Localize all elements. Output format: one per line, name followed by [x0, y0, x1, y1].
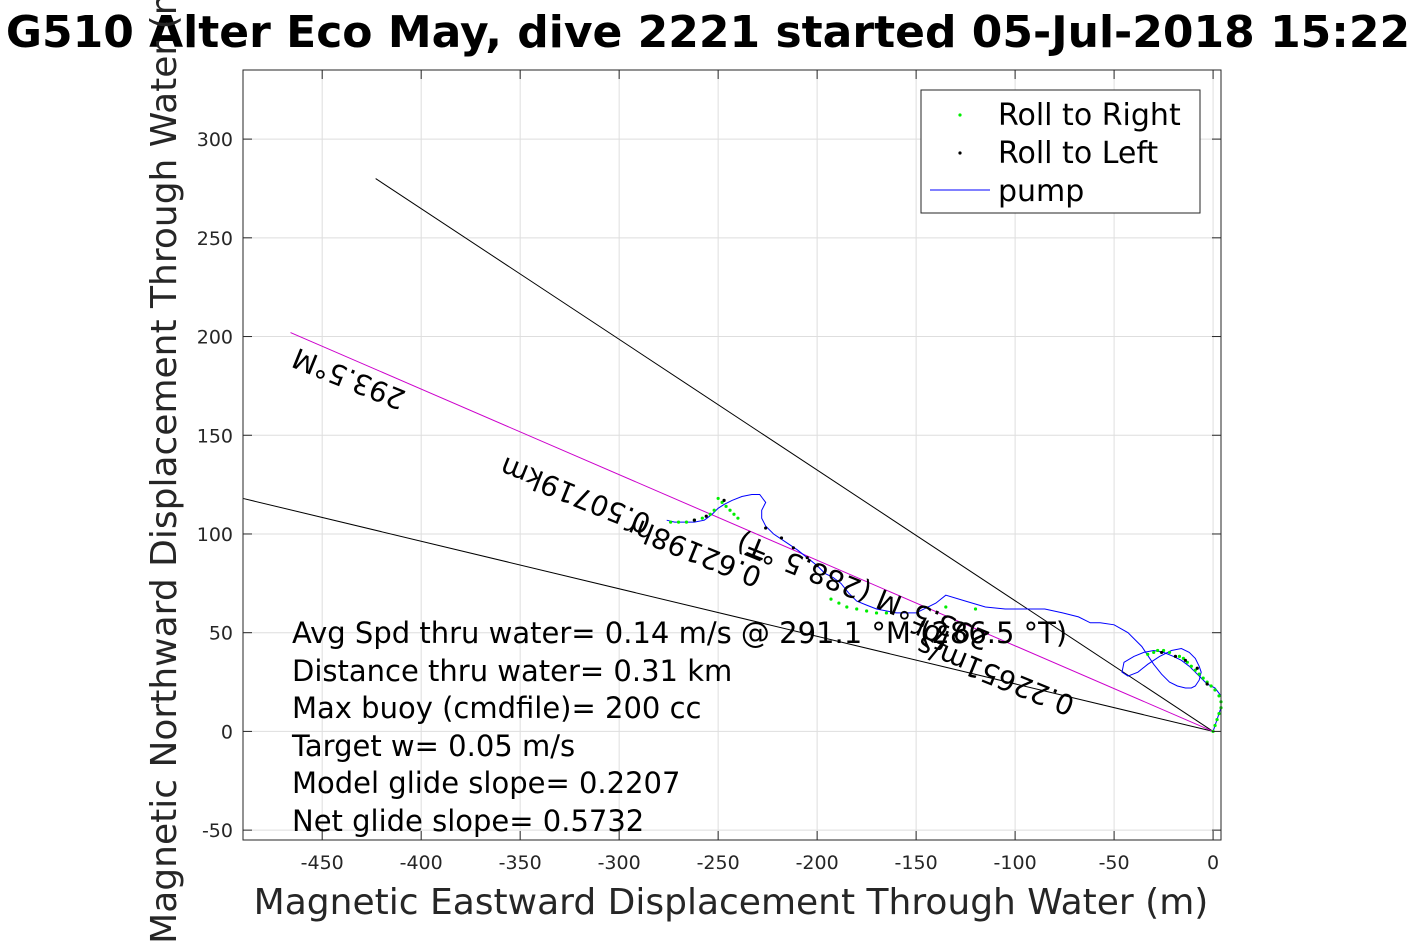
series-point-roll-to-right	[720, 500, 724, 504]
legend: Roll to Right Roll to Left pump	[920, 89, 1201, 214]
reference-line-0	[375, 178, 1214, 732]
legend-marker-roll-left	[958, 151, 962, 155]
stats-block: Avg Spd thru water= 0.14 m/s @ 291.1 °M …	[291, 616, 1067, 838]
series-point-roll-to-right	[724, 504, 728, 508]
series-point-roll-to-right	[1197, 672, 1201, 676]
series-point-roll-to-right	[1217, 712, 1221, 716]
y-tick-label: 200	[197, 327, 233, 349]
series-point-roll-to-right	[973, 607, 978, 611]
reference-line-1	[242, 497, 1214, 732]
legend-label-pump: pump	[998, 174, 1084, 209]
series-line-pump	[666, 494, 1222, 732]
legend-label-roll-left: Roll to Left	[998, 136, 1158, 171]
legend-box	[920, 89, 1201, 214]
series-point-roll-to-left	[1160, 650, 1164, 655]
series-layer	[666, 494, 1223, 734]
y-axis-title: Magnetic Northward Displacement Through …	[144, 0, 185, 944]
series-point-roll-to-right	[716, 496, 720, 501]
x-tick-label: -200	[796, 852, 839, 874]
series-point-roll-to-left	[791, 546, 795, 550]
stats-max-buoy: Max buoy (cmdfile)= 200 cc	[292, 691, 701, 725]
series-point-roll-to-right	[1152, 650, 1156, 655]
series-point-roll-to-right	[855, 607, 859, 611]
y-tick-label: 0	[221, 721, 233, 743]
x-tick-label: -50	[1099, 852, 1130, 874]
x-tick-label: -100	[994, 852, 1037, 874]
series-point-roll-to-right	[884, 611, 889, 615]
series-point-roll-to-right	[1213, 688, 1217, 692]
y-tick-label: 300	[197, 129, 233, 151]
series-point-roll-to-left	[779, 536, 784, 540]
legend-label-roll-right: Roll to Right	[998, 98, 1181, 133]
series-point-roll-to-right	[1156, 648, 1160, 653]
series-point-roll-to-right	[1146, 652, 1150, 657]
series-point-roll-to-right	[1217, 694, 1221, 698]
y-tick-label: -50	[202, 820, 233, 842]
x-tick-label: -300	[598, 852, 641, 874]
stats-net-glide: Net glide slope= 0.5732	[292, 804, 644, 838]
series-point-roll-to-right	[732, 512, 736, 516]
series-point-roll-to-right	[1161, 648, 1166, 653]
series-point-roll-to-right	[684, 520, 689, 524]
series-point-roll-to-right	[712, 508, 716, 512]
stats-model-glide: Model glide slope= 0.2207	[292, 766, 680, 800]
x-axis-title: Magnetic Eastward Displacement Through W…	[254, 882, 1209, 923]
series-point-roll-to-right	[1189, 664, 1193, 668]
series-point-roll-to-left	[1205, 682, 1209, 686]
x-tick-label: -400	[400, 852, 443, 874]
y-tick-label: 50	[209, 623, 233, 645]
reference-lines	[242, 178, 1214, 732]
legend-marker-roll-right	[958, 113, 962, 117]
series-point-roll-to-left	[722, 498, 726, 503]
series-point-roll-to-right	[700, 516, 704, 520]
reference-line-2	[290, 332, 1214, 732]
series-point-roll-to-left	[1195, 666, 1199, 670]
series-point-roll-to-right	[676, 520, 681, 524]
series-point-roll-to-left	[764, 526, 768, 530]
series-point-roll-to-right	[1209, 684, 1213, 688]
x-tick-label: -350	[499, 852, 542, 874]
series-point-roll-to-right	[1201, 676, 1205, 680]
series-point-roll-to-right	[845, 605, 849, 609]
series-point-roll-to-right	[1177, 654, 1182, 658]
series-point-roll-to-right	[944, 605, 948, 609]
series-point-roll-to-right	[1181, 656, 1185, 660]
series-point-roll-to-left	[805, 556, 809, 560]
chart-title: G510 Alter Eco May, dive 2221 started 05…	[6, 7, 1410, 58]
y-tick-label: 100	[197, 524, 233, 546]
series-point-roll-to-left	[704, 514, 708, 518]
x-tick-label: 0	[1207, 852, 1219, 874]
series-point-roll-to-right	[865, 609, 869, 613]
x-tick-label: -150	[895, 852, 938, 874]
stats-avg-speed: Avg Spd thru water= 0.14 m/s @ 291.1 °M …	[292, 616, 1067, 650]
series-point-roll-to-right	[1213, 723, 1217, 728]
series-point-roll-to-left	[1183, 658, 1187, 662]
x-tick-label: -250	[697, 852, 740, 874]
series-point-roll-to-right	[1193, 668, 1197, 672]
series-point-roll-to-right	[874, 611, 879, 615]
y-tick-label: 250	[197, 228, 233, 250]
ticks: -450 -400 -350 -300 -250 -200 -150 -100 -50 0 -50 0…	[197, 70, 1221, 874]
series-point-roll-to-left	[692, 518, 696, 522]
x-tick-label: -450	[301, 852, 344, 874]
stats-distance: Distance thru water= 0.31 km	[292, 654, 732, 688]
y-tick-label: 150	[197, 425, 233, 447]
series-point-roll-to-right	[736, 516, 740, 520]
stats-target-w: Target w= 0.05 m/s	[291, 729, 575, 763]
series-point-roll-to-left	[1173, 654, 1178, 658]
series-point-roll-to-right	[837, 601, 841, 605]
series-point-roll-to-right	[669, 520, 673, 524]
series-point-roll-to-left	[815, 563, 819, 568]
series-point-roll-to-right	[829, 597, 833, 601]
series-point-roll-to-right	[1167, 650, 1172, 655]
series-point-roll-to-right	[708, 512, 712, 516]
series-point-roll-to-right	[1215, 717, 1219, 722]
series-point-roll-to-right	[728, 508, 732, 512]
series-point-roll-to-right	[1185, 660, 1189, 664]
plot-frame	[242, 69, 1222, 841]
